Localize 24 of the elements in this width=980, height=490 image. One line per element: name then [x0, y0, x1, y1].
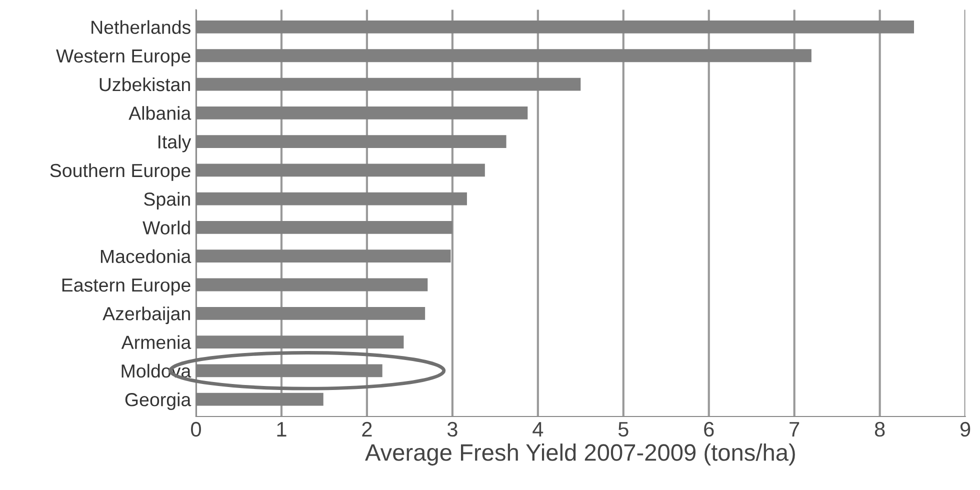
y-tick-label: Eastern Europe: [62, 278, 190, 296]
x-tick-label: 7: [790, 422, 800, 436]
x-tick-label: 1: [277, 422, 286, 436]
y-tick-label: Netherlands: [92, 20, 190, 34]
y-tick-label: Western Europe: [56, 50, 190, 66]
y-tick-label: Italy: [158, 134, 192, 152]
x-tick-label: 0: [191, 422, 201, 437]
x-tick-label: 9: [960, 422, 970, 437]
y-tick-label: Macedonia: [100, 249, 192, 264]
x-axis-title: Average Fresh Yield 2007-2009 (tons/ha): [365, 444, 795, 466]
y-tick-label: Spain: [144, 192, 190, 210]
y-tick-label: Georgia: [125, 392, 192, 410]
y-tick-label: Azerbaijan: [102, 306, 190, 324]
y-tick-label: Uzbekistan: [100, 77, 190, 92]
y-tick-label: Southern Europe: [50, 163, 190, 181]
x-tick-label: 2: [362, 422, 372, 436]
y-tick-label: Albania: [128, 106, 192, 120]
x-tick-label: 4: [532, 422, 544, 436]
x-tick-label: 6: [704, 422, 714, 437]
y-tick-label: World: [142, 220, 190, 234]
x-tick-label: 8: [874, 422, 885, 437]
y-tick-label: Armenia: [121, 335, 192, 350]
x-tick-label: 5: [618, 422, 628, 437]
x-tick-label: 3: [447, 422, 458, 437]
